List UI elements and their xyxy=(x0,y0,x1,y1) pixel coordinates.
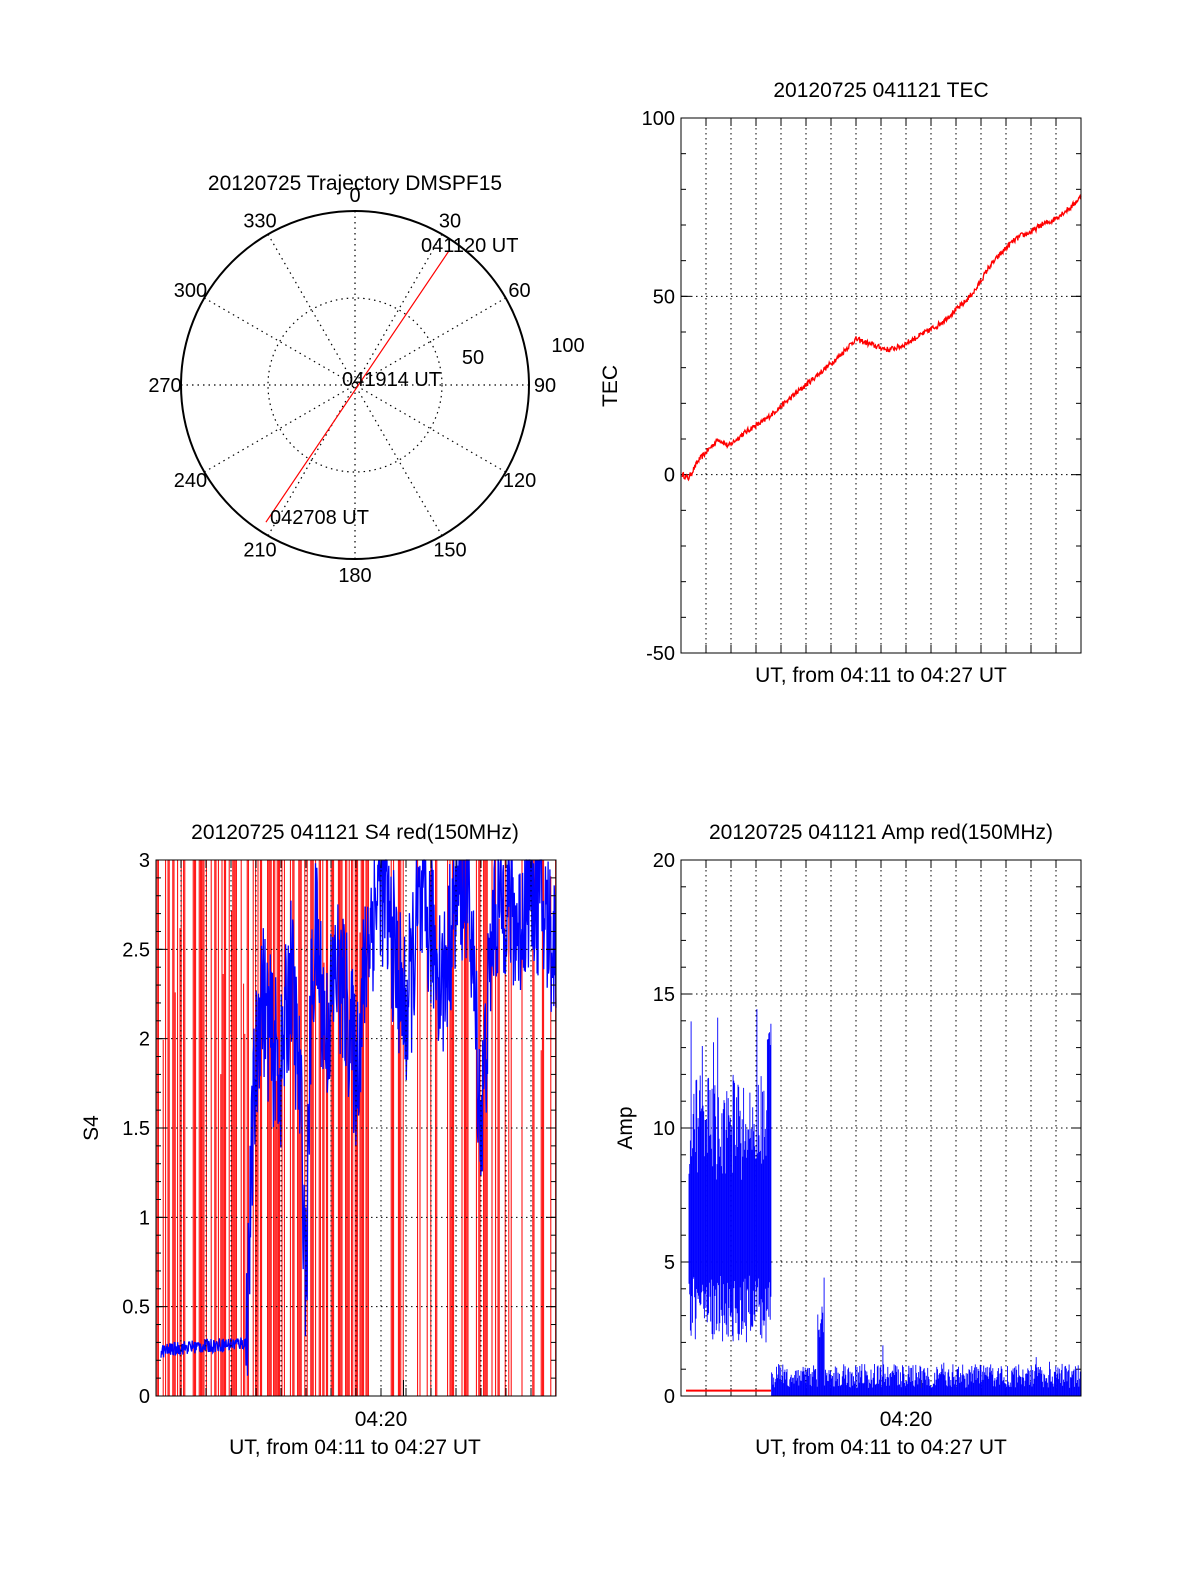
amp-xlabel: UT, from 04:11 to 04:27 UT xyxy=(755,1436,1007,1459)
tec-chart: 20120725 041121 TEC 100 50 0 -50 TEC UT, fr… xyxy=(599,79,1082,687)
y-tick-label: -50 xyxy=(646,643,675,665)
s4-title: 20120725 041121 S4 red(150MHz) xyxy=(191,821,519,844)
tec-xlabel: UT, from 04:11 to 04:27 UT xyxy=(755,664,1007,687)
tec-plot-frame xyxy=(680,117,1082,654)
y-tick-label: 15 xyxy=(653,984,675,1006)
track-end-label: 042708 UT xyxy=(270,507,369,529)
y-tick-label: 10 xyxy=(653,1118,675,1140)
polar-angle-label: 240 xyxy=(174,470,207,492)
y-tick-label: 2 xyxy=(139,1029,150,1051)
amp-ylabel: Amp xyxy=(614,1106,637,1149)
polar-angle-label: 90 xyxy=(534,375,556,397)
y-tick-label: 100 xyxy=(642,108,675,130)
polar-title: 20120725 Trajectory DMSPF15 xyxy=(208,172,502,195)
s4-y-ticks: 3 2.5 2 1.5 1 0.5 0 xyxy=(122,850,150,1408)
y-tick-label: 1 xyxy=(139,1207,150,1229)
y-tick-label: 0.5 xyxy=(122,1297,150,1319)
polar-angle-label: 300 xyxy=(174,280,207,302)
polar-angle-label: 60 xyxy=(508,280,530,302)
s4-xtick-label: 04:20 xyxy=(355,1408,408,1431)
polar-angle-label: 270 xyxy=(148,375,181,397)
track-mid-label: 041914 UT xyxy=(342,369,441,391)
tec-grid xyxy=(681,117,1081,654)
y-tick-label: 0 xyxy=(664,465,675,487)
polar-angle-label: 330 xyxy=(243,210,276,232)
tec-y-ticks: 100 50 0 -50 xyxy=(642,108,675,665)
y-tick-label: 0 xyxy=(664,1386,675,1408)
polar-inner-circle xyxy=(267,297,443,473)
polar-angle-label: 150 xyxy=(433,540,466,562)
y-tick-label: 50 xyxy=(653,286,675,308)
amp-title: 20120725 041121 Amp red(150MHz) xyxy=(709,821,1053,844)
s4-ylabel: S4 xyxy=(80,1115,103,1141)
y-tick-label: 20 xyxy=(653,850,675,872)
amp-blue-series xyxy=(688,1009,1082,1396)
trajectory-track xyxy=(265,249,451,523)
s4-blue-series xyxy=(160,859,557,1376)
y-tick-label: 5 xyxy=(664,1252,675,1274)
amp-grid xyxy=(681,859,1081,1397)
amp-y-ticks: 20 15 10 5 0 xyxy=(653,850,675,1408)
tec-series-line xyxy=(681,193,1082,482)
polar-angle-label: 30 xyxy=(439,210,461,232)
y-tick-label: 0 xyxy=(139,1386,150,1408)
s4-xlabel: UT, from 04:11 to 04:27 UT xyxy=(229,1436,481,1459)
amp-plot-frame xyxy=(680,859,1082,1397)
tec-title: 20120725 041121 TEC xyxy=(773,79,988,102)
polar-grid xyxy=(180,210,530,560)
s4-chart: 20120725 041121 S4 red(150MHz) 3 2.5 2 1.5 1… xyxy=(80,821,557,1459)
polar-angle-label: 180 xyxy=(338,565,371,587)
polar-angle-label: 0 xyxy=(349,185,360,207)
s4-plot-frame xyxy=(155,859,557,1397)
amp-chart: 20120725 041121 Amp red(150MHz) 20 15 10 5 0… xyxy=(614,821,1082,1459)
polar-angle-label: 120 xyxy=(503,470,536,492)
track-start-label: 041120 UT xyxy=(421,235,518,257)
y-tick-label: 3 xyxy=(139,850,150,872)
amp-xtick-label: 04:20 xyxy=(880,1408,933,1431)
y-tick-label: 2.5 xyxy=(122,939,150,961)
polar-angle-label: 210 xyxy=(243,540,276,562)
tec-ylabel: TEC xyxy=(599,365,622,407)
trajectory-polar-chart: 20120725 Trajectory DMSPF15 0 30 60 90 120 15… xyxy=(148,172,584,587)
polar-angle-labels: 0 30 60 90 120 150 180 210 240 270 300 330 xyxy=(148,185,556,587)
polar-radial-label-50: 50 xyxy=(462,347,484,369)
polar-radial-label-100: 100 xyxy=(551,335,584,357)
y-tick-label: 1.5 xyxy=(122,1118,150,1140)
